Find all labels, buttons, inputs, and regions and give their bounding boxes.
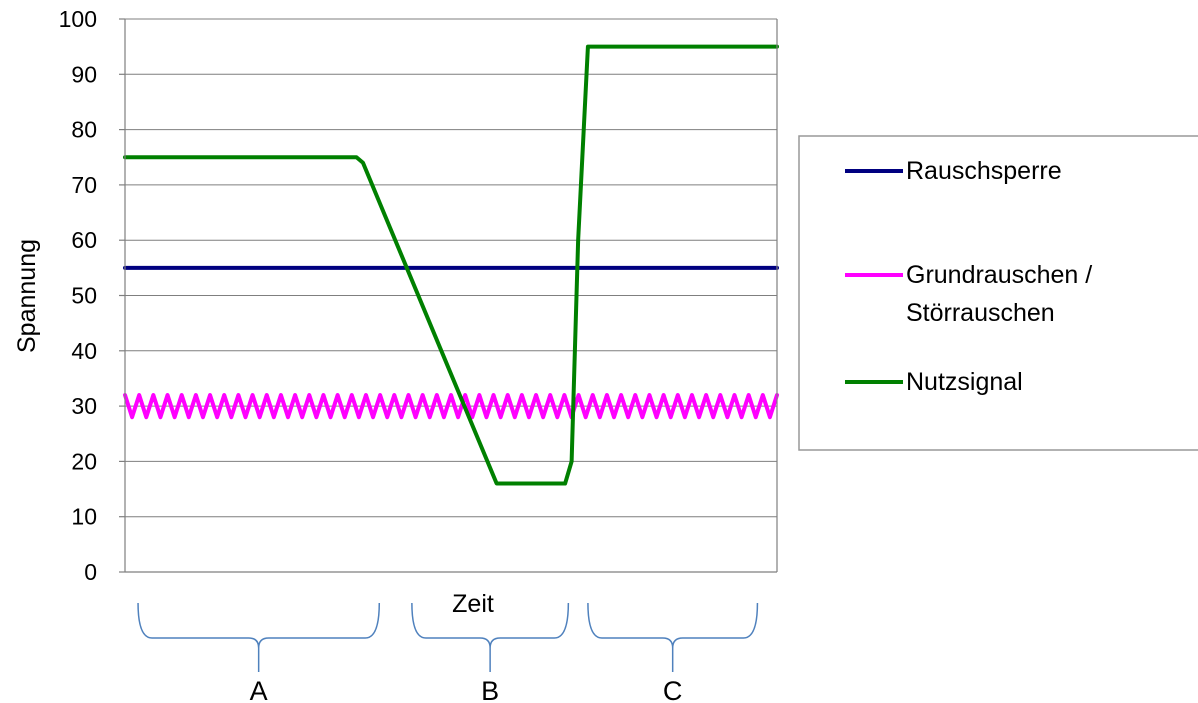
axes bbox=[119, 18, 778, 573]
legend-label: Rauschsperre bbox=[906, 157, 1062, 185]
y-tick-label: 60 bbox=[71, 227, 97, 253]
legend-label: Störrauschen bbox=[906, 299, 1055, 327]
y-tick-label: 50 bbox=[71, 283, 97, 309]
x-axis-title: Zeit bbox=[452, 590, 494, 618]
y-tick-label: 100 bbox=[59, 6, 97, 32]
legend-label: Grundrauschen / bbox=[906, 261, 1092, 289]
y-tick-label: 70 bbox=[71, 172, 97, 198]
y-tick-label: 20 bbox=[71, 448, 97, 474]
legend: Rauschsperre Grundrauschen / Störrauschen N… bbox=[798, 135, 1198, 451]
y-tick-label: 0 bbox=[84, 559, 97, 585]
segment-brace bbox=[587, 602, 759, 672]
segment-label: B bbox=[481, 676, 499, 703]
segment-brace bbox=[137, 602, 381, 672]
y-tick-label: 10 bbox=[71, 504, 97, 530]
y-tick-labels: 0 10 20 30 40 50 60 70 80 90 100 bbox=[59, 6, 97, 585]
segment-label: C bbox=[663, 676, 683, 703]
y-axis-title: Spannung bbox=[13, 239, 41, 353]
segment-braces: A B C bbox=[137, 602, 759, 703]
y-tick-label: 40 bbox=[71, 338, 97, 364]
y-tick-label: 90 bbox=[71, 61, 97, 87]
series-line bbox=[123, 393, 779, 420]
series-lines bbox=[123, 44, 779, 486]
y-tick-label: 30 bbox=[71, 393, 97, 419]
legend-label: Nutzsignal bbox=[906, 368, 1023, 396]
legend-box bbox=[798, 135, 1198, 451]
segment-label: A bbox=[250, 676, 268, 703]
segment-brace bbox=[411, 602, 570, 672]
y-tick-label: 80 bbox=[71, 117, 97, 143]
series-line bbox=[123, 44, 779, 486]
